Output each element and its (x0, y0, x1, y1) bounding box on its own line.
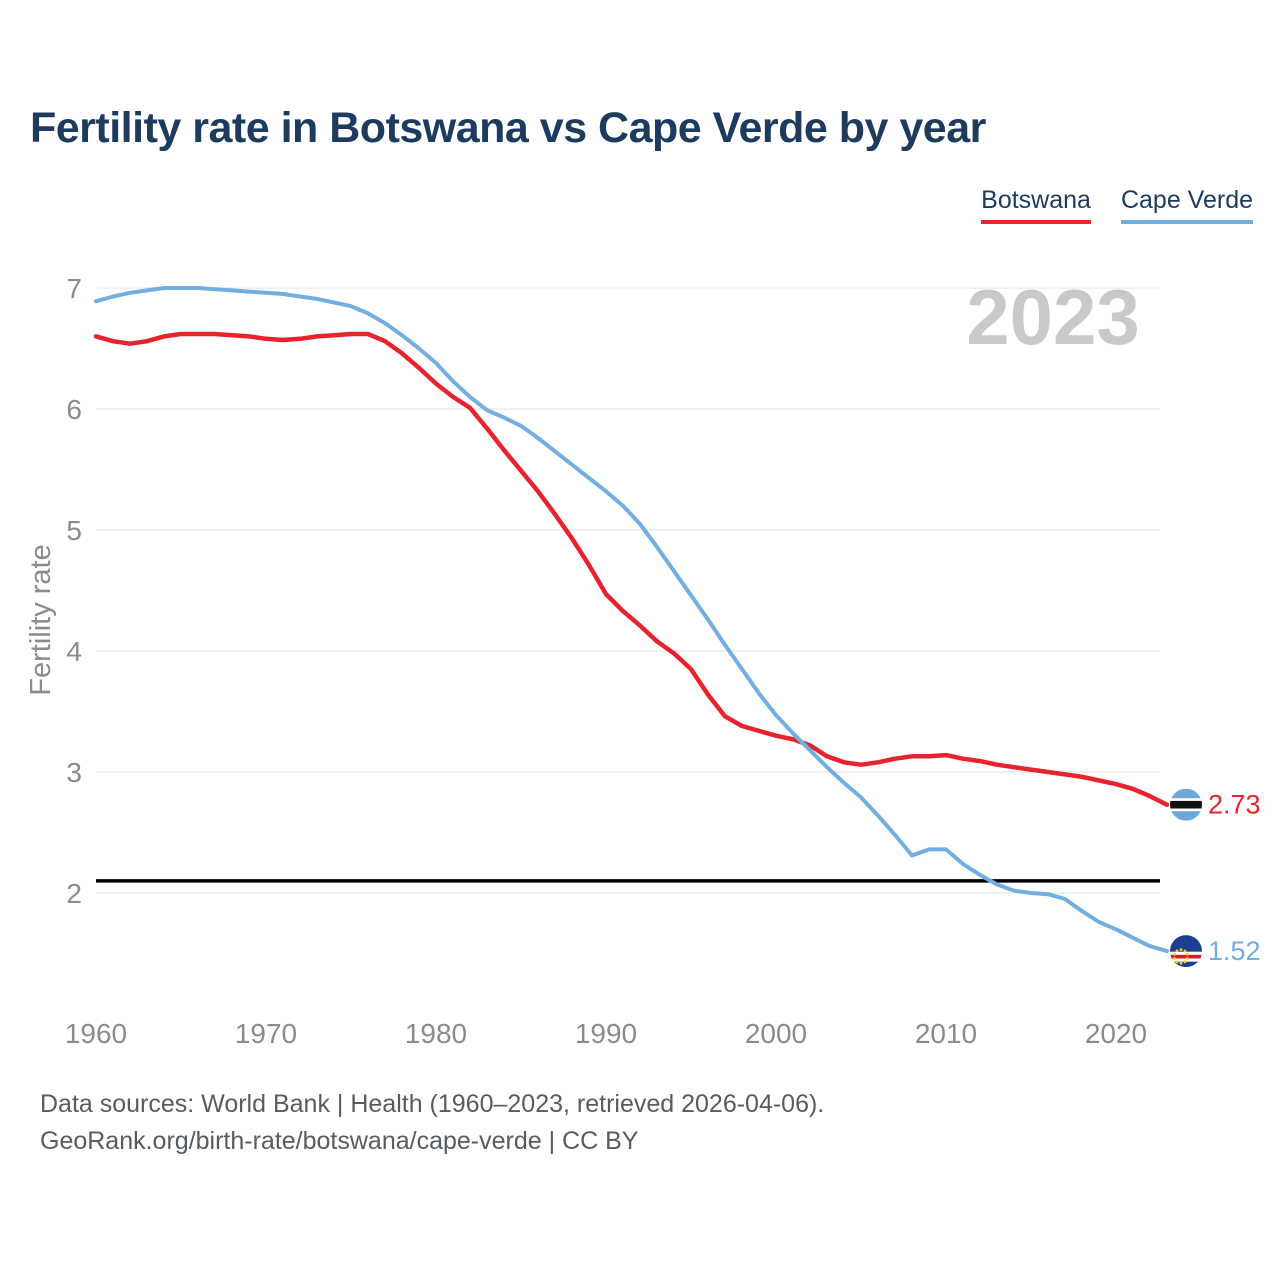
y-tick-label: 7 (66, 273, 82, 304)
x-tick-labels: 1960 1970 1980 1990 2000 2010 2020 (65, 1018, 1147, 1049)
legend-item-cape-verde[interactable]: Cape Verde (1120, 186, 1253, 224)
y-tick-label: 4 (66, 636, 82, 667)
y-axis-title: Fertility rate (25, 544, 57, 695)
cape-verde-line[interactable] (94, 286, 1169, 954)
legend-label-cape-verde: Cape Verde (1120, 186, 1253, 214)
footer-line-1: Data sources: World Bank | Health (1960–… (40, 1090, 825, 1118)
x-tick-label: 1960 (65, 1018, 127, 1049)
gridlines (96, 287, 1160, 894)
x-tick-label: 1990 (575, 1018, 637, 1049)
star-dot (1175, 960, 1179, 964)
footer-line-2: GeoRank.org/birth-rate/botswana/cape-ver… (40, 1127, 639, 1155)
legend-label-botswana: Botswana (981, 186, 1091, 214)
y-tick-labels: 2 3 4 5 6 7 (66, 273, 82, 909)
legend-item-botswana[interactable]: Botswana (981, 186, 1091, 224)
legend: Botswana Cape Verde (981, 186, 1253, 224)
y-tick-label: 3 (66, 757, 82, 788)
footer: Data sources: World Bank | Health (1960–… (40, 1086, 824, 1160)
star-dot (1186, 957, 1189, 960)
botswana-line[interactable] (93, 331, 1170, 807)
x-tick-label: 2000 (745, 1018, 807, 1049)
legend-swatch-botswana (981, 220, 1091, 224)
x-tick-label: 2010 (915, 1018, 977, 1049)
y-tick-label: 2 (66, 878, 82, 909)
star-dot (1183, 960, 1187, 964)
botswana-flag-icon (1170, 788, 1202, 821)
x-tick-label: 1980 (405, 1018, 467, 1049)
chart-title: Fertility rate in Botswana vs Cape Verde… (30, 104, 986, 152)
legend-swatch-cape-verde (1120, 220, 1253, 224)
star-dot (1183, 949, 1187, 953)
x-tick-label: 1970 (235, 1018, 297, 1049)
watermark-year: 2023 (966, 273, 1140, 361)
botswana-end-value: 2.73 (1208, 790, 1261, 820)
y-tick-label: 5 (66, 515, 82, 546)
cape-verde-flag-icon (1170, 935, 1202, 968)
star-dot (1173, 952, 1176, 956)
star-dot (1186, 952, 1189, 956)
star-dot (1173, 957, 1176, 960)
star-dot (1179, 961, 1183, 965)
cape-verde-end-value: 1.52 (1208, 936, 1261, 966)
y-tick-label: 6 (66, 394, 82, 425)
star-dot (1179, 948, 1183, 951)
star-dot (1175, 949, 1179, 953)
x-tick-label: 2020 (1085, 1018, 1147, 1049)
